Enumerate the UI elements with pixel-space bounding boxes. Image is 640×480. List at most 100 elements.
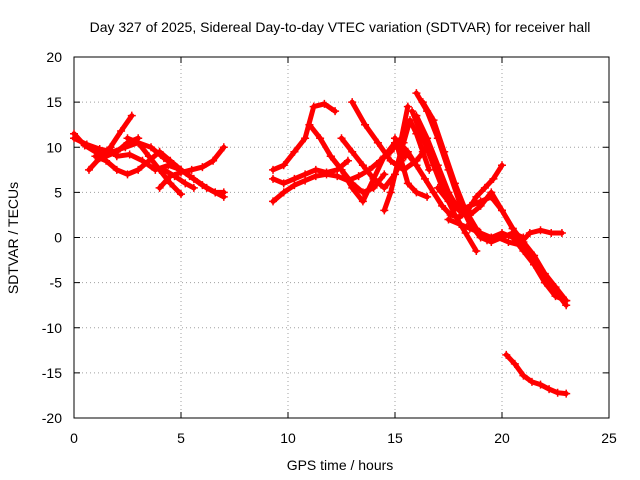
data-point (269, 197, 278, 206)
data-point (429, 116, 438, 125)
data-point (557, 228, 566, 237)
data-point (337, 165, 346, 174)
data-point (301, 134, 310, 143)
data-point (418, 98, 427, 107)
series-line (161, 167, 197, 191)
data-point (147, 143, 156, 152)
data-point (397, 156, 406, 165)
data-point (480, 183, 489, 192)
data-point (380, 183, 389, 192)
data-point (525, 228, 534, 237)
data-point (444, 215, 453, 224)
data-point (84, 165, 93, 174)
data-point (108, 147, 117, 156)
y-tick-label: -5 (50, 275, 63, 291)
data-point (420, 174, 429, 183)
data-point (320, 99, 329, 108)
data-point (412, 111, 421, 120)
data-point (209, 156, 218, 165)
y-tick-label: 0 (54, 230, 62, 246)
data-point (380, 206, 389, 215)
data-point (322, 168, 331, 177)
data-point (358, 161, 367, 170)
data-point (279, 161, 288, 170)
data-point (189, 183, 198, 192)
y-tick-label: 20 (46, 49, 62, 65)
data-point (423, 134, 432, 143)
data-point (562, 301, 571, 310)
data-point (211, 188, 220, 197)
series-line (270, 101, 338, 173)
data-point (519, 238, 528, 247)
data-point (348, 147, 357, 156)
data-point (290, 147, 299, 156)
data-point (125, 150, 134, 159)
y-tick-label: 15 (46, 94, 62, 110)
data-point (465, 210, 474, 219)
data-point (444, 188, 453, 197)
data-point (121, 143, 130, 152)
series-s11 (269, 156, 352, 188)
x-tick-label: 5 (177, 430, 185, 446)
x-tick-label: 10 (280, 430, 296, 446)
data-point (530, 251, 539, 260)
data-point (305, 120, 314, 129)
data-point (487, 192, 496, 201)
data-point (70, 134, 78, 143)
data-point (412, 188, 421, 197)
series-s18 (395, 138, 506, 222)
data-point (354, 172, 363, 181)
data-point (309, 102, 318, 111)
data-point (202, 183, 211, 192)
data-point (433, 183, 442, 192)
chart-title: Day 327 of 2025, Sidereal Day-to-day VTE… (90, 19, 591, 35)
data-point (134, 165, 143, 174)
series-s25 (502, 350, 571, 398)
data-point (562, 389, 571, 398)
y-axis-title: SDTVAR / TECUs (5, 182, 21, 294)
series-line (125, 135, 184, 197)
data-series (70, 89, 571, 398)
data-point (498, 161, 506, 170)
data-point (311, 165, 320, 174)
data-point (450, 210, 459, 219)
data-point (423, 192, 432, 201)
data-point (348, 183, 357, 192)
data-point (519, 247, 528, 256)
data-point (405, 116, 414, 125)
data-point (450, 179, 459, 188)
data-point (155, 183, 164, 192)
data-point (536, 226, 545, 235)
series-s10 (269, 99, 340, 174)
x-tick-label: 20 (494, 430, 510, 446)
data-point (476, 197, 485, 206)
data-point (489, 174, 498, 183)
data-point (177, 190, 185, 199)
series-line (381, 117, 432, 213)
series-line (114, 152, 227, 195)
data-point (348, 98, 357, 107)
data-point (181, 179, 190, 188)
data-point (433, 161, 442, 170)
data-point (530, 260, 539, 269)
data-point (386, 188, 395, 197)
data-point (455, 206, 464, 215)
x-axis-ticks: 0 5 10 15 20 25 (70, 57, 617, 446)
data-point (187, 165, 196, 174)
data-point (403, 147, 412, 156)
data-point (425, 165, 434, 174)
data-point (472, 247, 481, 256)
data-point (95, 145, 104, 154)
data-point (117, 127, 126, 136)
series-line (328, 140, 409, 204)
data-point (290, 174, 299, 183)
data-point (159, 154, 168, 163)
data-point (279, 188, 288, 197)
data-point (301, 170, 310, 179)
data-point (391, 134, 399, 143)
series-s17 (391, 134, 432, 201)
data-point (472, 192, 481, 201)
data-point (551, 287, 560, 296)
y-axis-ticks: -20 -15 -10 -5 0 5 10 15 20 (42, 49, 609, 426)
